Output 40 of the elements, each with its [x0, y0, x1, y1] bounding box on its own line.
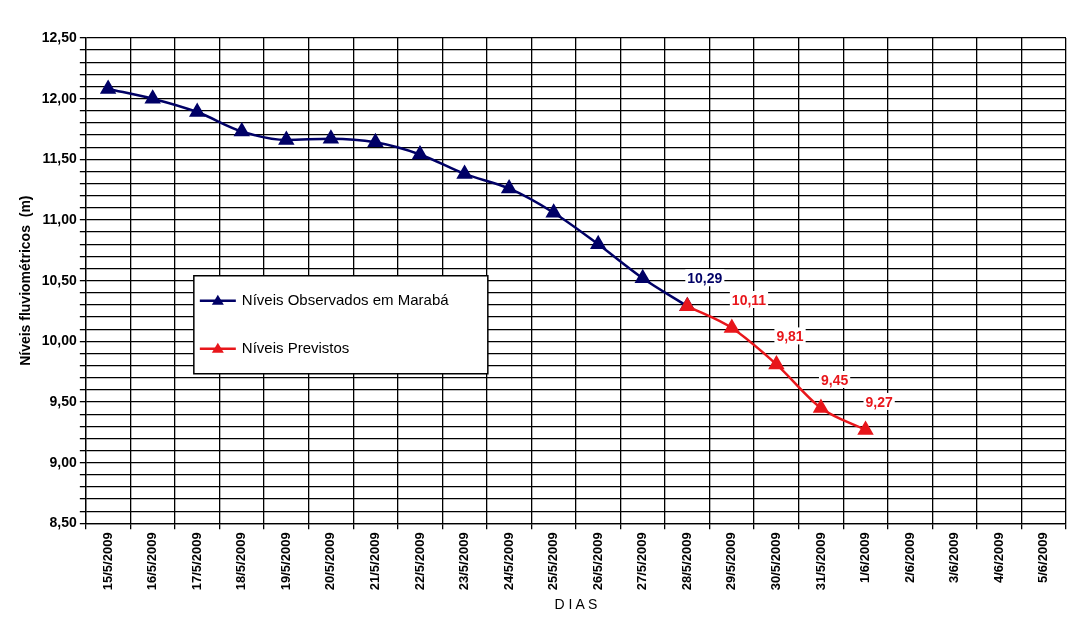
- x-tick-label: 31/5/2009: [812, 532, 828, 591]
- x-tick-label: 19/5/2009: [277, 532, 293, 591]
- x-tick-label: 23/5/2009: [456, 532, 472, 591]
- y-axis-title: Níveis fluviométricos (m): [17, 195, 34, 366]
- x-tick-label: 26/5/2009: [589, 532, 605, 591]
- x-tick-label: 15/5/2009: [99, 532, 115, 591]
- x-tick-label: 18/5/2009: [233, 532, 249, 591]
- x-tick-label: 30/5/2009: [767, 532, 783, 591]
- y-tick-label: 12,50: [41, 28, 78, 45]
- y-tick-label: 9,50: [49, 392, 78, 409]
- y-tick-label: 10,00: [41, 332, 78, 349]
- y-tick-label: 11,00: [42, 210, 78, 227]
- x-tick-label: 20/5/2009: [322, 532, 338, 591]
- x-tick-label: 4/6/2009: [990, 532, 1006, 583]
- x-tick-label: 16/5/2009: [144, 532, 160, 591]
- y-tick-label: 12,00: [41, 89, 78, 106]
- y-tick-label: 10,50: [41, 271, 78, 288]
- x-tick-label: 5/6/2009: [1035, 532, 1051, 583]
- x-tick-label: 25/5/2009: [545, 532, 561, 591]
- legend-label: Níveis Previstos: [241, 338, 350, 356]
- x-tick-label: 21/5/2009: [367, 532, 383, 591]
- x-tick-label: 22/5/2009: [411, 532, 427, 591]
- data-label: 10,11: [731, 291, 767, 308]
- x-tick-label: 17/5/2009: [188, 532, 204, 591]
- x-tick-label: 1/6/2009: [857, 532, 873, 583]
- x-tick-label: 2/6/2009: [901, 532, 917, 583]
- data-label: 9,27: [865, 393, 893, 410]
- data-label: 9,45: [820, 371, 849, 388]
- x-tick-label: 3/6/2009: [946, 532, 962, 583]
- x-axis-title: D I A S: [554, 596, 598, 613]
- y-tick-label: 8,50: [49, 514, 78, 531]
- x-tick-label: 24/5/2009: [500, 532, 516, 591]
- data-label: 10,29: [687, 270, 723, 287]
- x-tick-label: 27/5/2009: [634, 532, 650, 591]
- legend-label: Níveis Observados em Marabá: [241, 290, 450, 308]
- x-tick-label: 28/5/2009: [678, 532, 694, 591]
- x-tick-label: 29/5/2009: [723, 532, 739, 591]
- y-tick-label: 11,50: [42, 150, 78, 167]
- data-label: 9,81: [776, 328, 804, 345]
- y-tick-label: 9,00: [49, 453, 78, 470]
